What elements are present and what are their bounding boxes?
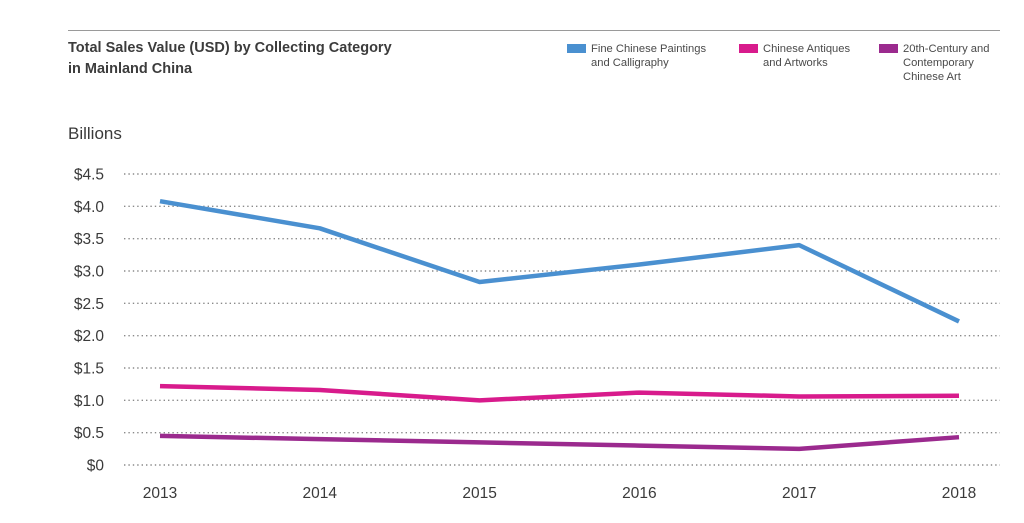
y-tick-label: $0 [87,458,105,475]
x-tick-label: 2013 [143,485,177,502]
series-line-0 [159,198,960,324]
chart-title: Total Sales Value (USD) by Collecting Ca… [68,40,392,77]
x-tick-label: 2017 [782,485,816,502]
legend-label-contemporary: 20th-Century and Contemporary Chinese Ar… [903,43,990,83]
legend-swatch-contemporary [879,44,898,53]
legend-item-paintings: Fine Chinese Paintings and Calligraphy [567,42,706,70]
y-axis-ticks: $0 $0.5 $1.0 $1.5 $2.0 $2.5 $3.0 $3.5 $4.0 $4.5 [74,167,105,475]
y-tick-label: $1.5 [74,361,104,378]
series-lines [159,198,960,452]
x-tick-label: 2018 [942,485,976,502]
y-tick-label: $1.0 [74,393,105,410]
y-tick-label: $3.0 [74,264,105,281]
legend-label-antiques: Chinese Antiques and Artworks [763,43,851,69]
legend-label-paintings: Fine Chinese Paintings and Calligraphy [591,43,707,69]
legend-item-contemporary: 20th-Century and Contemporary Chinese Ar… [879,42,989,84]
y-tick-label: $4.5 [74,167,104,184]
y-axis-unit-label: Billions [68,124,122,143]
y-tick-label: $2.5 [74,296,104,313]
x-tick-label: 2015 [462,485,496,502]
x-axis-ticks: 2013 2014 2015 2016 2017 2018 [143,485,976,502]
series-line-2 [159,433,960,452]
top-rule [68,30,1000,31]
legend-item-antiques: Chinese Antiques and Artworks [739,42,850,70]
y-tick-label: $0.5 [74,425,104,442]
x-tick-label: 2014 [303,485,338,502]
gridlines [124,173,1000,466]
y-tick-label: $2.0 [74,328,105,345]
x-tick-label: 2016 [622,485,656,502]
y-tick-label: $4.0 [74,199,105,216]
legend-swatch-paintings [567,44,586,53]
y-tick-label: $3.5 [74,231,104,248]
series-line-1 [159,383,960,403]
legend: Fine Chinese Paintings and Calligraphy C… [0,42,1024,92]
legend-swatch-antiques [739,44,758,53]
